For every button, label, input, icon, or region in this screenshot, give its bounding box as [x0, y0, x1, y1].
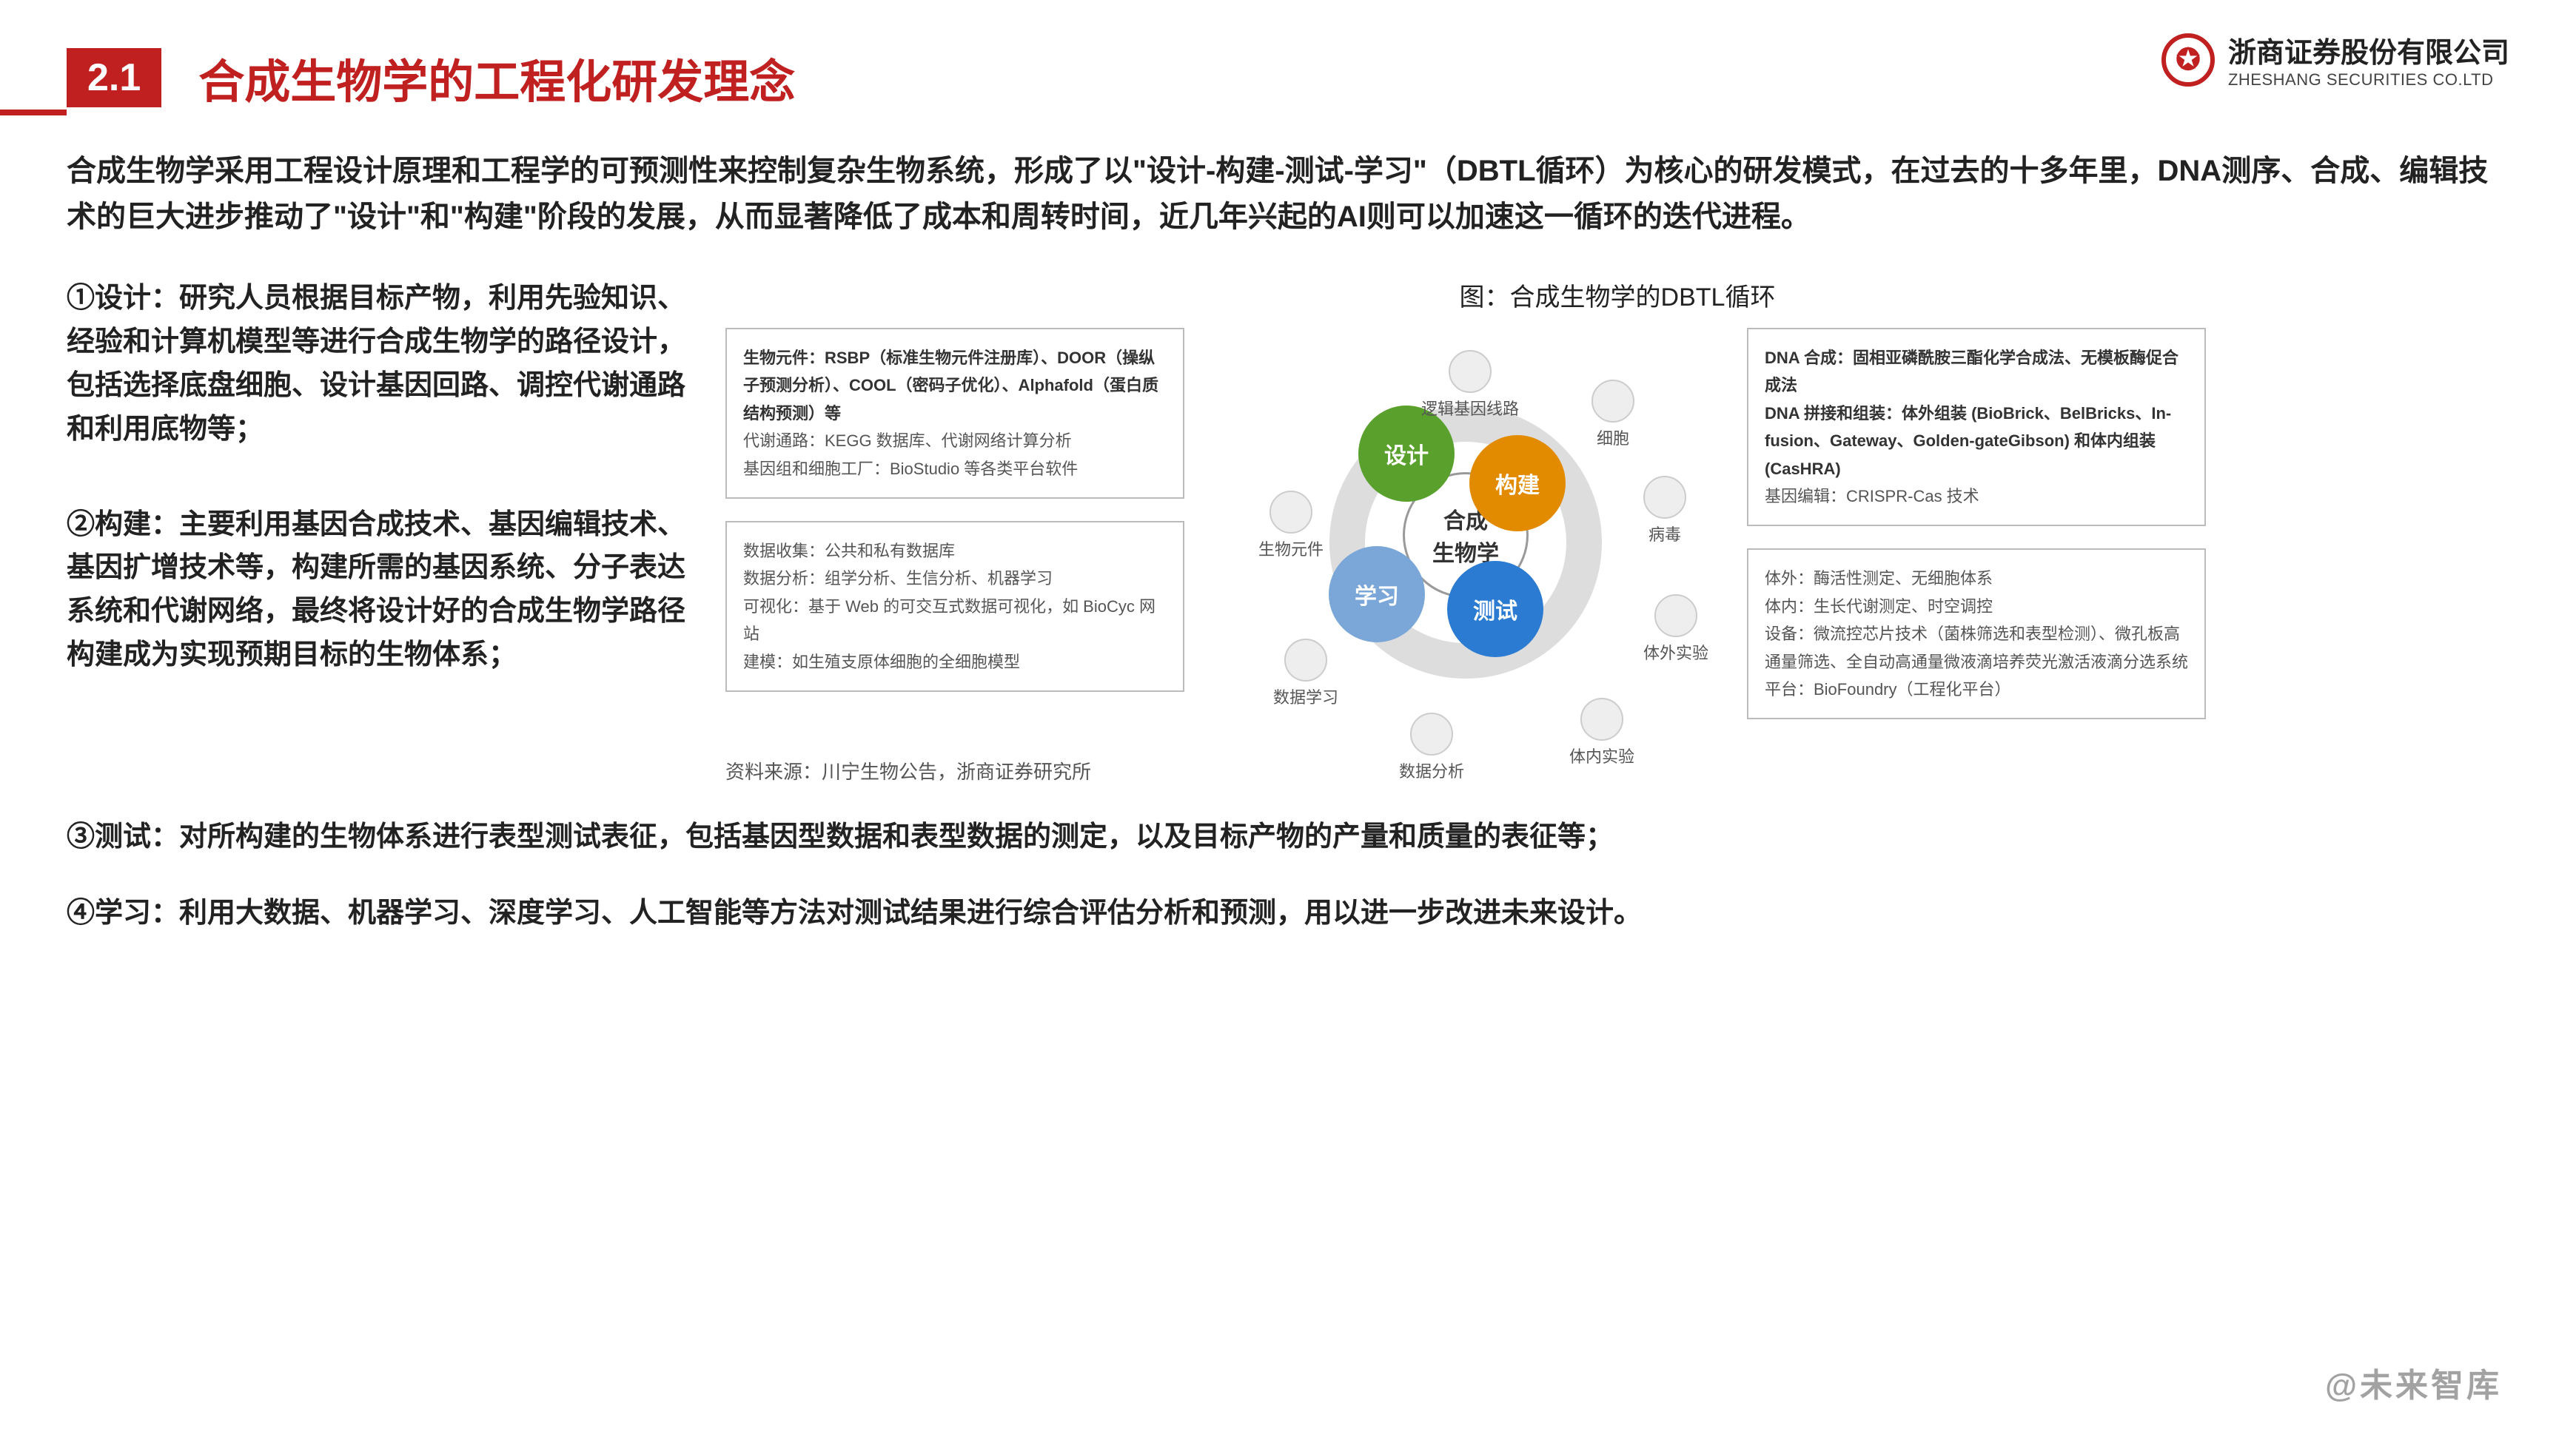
info-line: 数据收集：公共和私有数据库	[743, 537, 1167, 565]
cycle-phase-构建: 构建	[1469, 435, 1566, 531]
cycle-icon-逻辑基因线路: 逻辑基因线路	[1421, 350, 1519, 420]
info-line: DNA 合成：固相亚磷酰胺三酯化学合成法、无模板酶促合成法	[1765, 344, 2188, 400]
info-box-design: 生物元件：RSBP（标准生物元件注册库）、DOOR（操纵子预测分析）、COOL（…	[725, 328, 1184, 499]
info-line: 数据分析：组学分析、生信分析、机器学习	[743, 565, 1167, 592]
cycle-icon-病毒: 病毒	[1643, 476, 1686, 545]
cycle-icon-label: 数据学习	[1273, 684, 1338, 708]
left-info-boxes: 生物元件：RSBP（标准生物元件注册库）、DOOR（操纵子预测分析）、COOL（…	[725, 328, 1184, 692]
cycle-icon-label: 病毒	[1648, 522, 1681, 545]
learn-paragraph: ④学习：利用大数据、机器学习、深度学习、人工智能等方法对测试结果进行综合评估分析…	[67, 890, 2509, 937]
cycle-icon-shape	[1591, 380, 1634, 423]
info-box-test: 体外：酶活性测定、无细胞体系 体内：生长代谢测定、时空调控 设备：微流控芯片技术…	[1747, 548, 2206, 719]
dbtl-cycle-diagram: 合成 生物学 设计构建测试学习 逻辑基因线路细胞病毒体外实验体内实验数据分析数据…	[1199, 328, 1732, 742]
cycle-icon-数据学习: 数据学习	[1273, 639, 1338, 708]
info-line: 基因组和细胞工厂：BioStudio 等各类平台软件	[743, 455, 1167, 482]
accent-line	[0, 110, 67, 115]
watermark: @未来智库	[2325, 1359, 2502, 1406]
cycle-icon-label: 数据分析	[1399, 758, 1464, 782]
cycle-icon-label: 细胞	[1597, 426, 1629, 449]
info-line: 代谢通路：KEGG 数据库、代谢网络计算分析	[743, 427, 1167, 454]
company-name-zh: 浙商证券股份有限公司	[2228, 30, 2509, 70]
page-title: 合成生物学的工程化研发理念	[198, 44, 795, 111]
info-line: 平台：BioFoundry（工程化平台）	[1765, 676, 2188, 703]
design-paragraph: ①设计：研究人员根据目标产物，利用先验知识、经验和计算机模型等进行合成生物学的路…	[67, 277, 703, 451]
company-name-en: ZHESHANG SECURITIES CO.LTD	[2228, 70, 2509, 90]
company-logo-block: ✪ 浙商证券股份有限公司 ZHESHANG SECURITIES CO.LTD	[2161, 30, 2509, 90]
figure-column: 图：合成生物学的DBTL循环 生物元件：RSBP（标准生物元件注册库）、DOOR…	[725, 277, 2509, 784]
cycle-icon-shape	[1410, 713, 1453, 756]
cycle-phase-设计: 设计	[1358, 406, 1455, 502]
cycle-icon-label: 体内实验	[1569, 744, 1634, 767]
cycle-icon-shape	[1643, 476, 1686, 519]
cycle-icon-shape	[1284, 639, 1327, 682]
cycle-icon-shape	[1654, 594, 1697, 637]
main-content-row: ①设计：研究人员根据目标产物，利用先验知识、经验和计算机模型等进行合成生物学的路…	[67, 277, 2509, 784]
right-info-boxes: DNA 合成：固相亚磷酰胺三酯化学合成法、无模板酶促合成法 DNA 拼接和组装：…	[1747, 328, 2206, 719]
info-line: 设备：微流控芯片技术（菌株筛选和表型检测）、微孔板高通量筛选、全自动高通量微液滴…	[1765, 620, 2188, 676]
intro-paragraph: 合成生物学采用工程设计原理和工程学的可预测性来控制复杂生物系统，形成了以"设计-…	[67, 148, 2509, 240]
info-line: 体内：生长代谢测定、时空调控	[1765, 593, 2188, 620]
info-box-learn: 数据收集：公共和私有数据库 数据分析：组学分析、生信分析、机器学习 可视化：基于…	[725, 521, 1184, 692]
info-line: 生物元件：RSBP（标准生物元件注册库）、DOOR（操纵子预测分析）、COOL（…	[743, 344, 1167, 427]
section-number-badge: 2.1	[67, 48, 161, 107]
figure-caption: 图：合成生物学的DBTL循环	[725, 277, 2509, 313]
logo-icon: ✪	[2161, 33, 2215, 87]
info-line: 基因编辑：CRISPR-Cas 技术	[1765, 482, 2188, 510]
cycle-icon-label: 体外实验	[1643, 640, 1708, 664]
cycle-phase-测试: 测试	[1447, 561, 1543, 657]
cycle-icon-label: 逻辑基因线路	[1421, 396, 1519, 420]
left-column: ①设计：研究人员根据目标产物，利用先验知识、经验和计算机模型等进行合成生物学的路…	[67, 277, 703, 784]
cycle-icon-label: 生物元件	[1258, 536, 1324, 560]
cycle-icon-shape	[1580, 698, 1623, 741]
info-line: 建模：如生殖支原体细胞的全细胞模型	[743, 648, 1167, 676]
info-line: DNA 拼接和组装：体外组装 (BioBrick、BelBricks、In-fu…	[1765, 400, 2188, 482]
cycle-icon-shape	[1449, 350, 1492, 393]
test-paragraph: ③测试：对所构建的生物体系进行表型测试表征，包括基因型数据和表型数据的测定，以及…	[67, 814, 2509, 861]
info-box-build: DNA 合成：固相亚磷酰胺三酯化学合成法、无模板酶促合成法 DNA 拼接和组装：…	[1747, 328, 2206, 526]
info-line: 体外：酶活性测定、无细胞体系	[1765, 565, 2188, 592]
info-line: 可视化：基于 Web 的可交互式数据可视化，如 BioCyc 网站	[743, 593, 1167, 648]
cycle-icon-生物元件: 生物元件	[1258, 491, 1324, 560]
cycle-icon-shape	[1269, 491, 1312, 534]
cycle-icon-体内实验: 体内实验	[1569, 698, 1634, 767]
cycle-icon-体外实验: 体外实验	[1643, 594, 1708, 664]
header: 2.1 合成生物学的工程化研发理念	[67, 44, 2509, 111]
cycle-phase-学习: 学习	[1329, 546, 1425, 642]
cycle-icon-数据分析: 数据分析	[1399, 713, 1464, 782]
build-paragraph: ②构建：主要利用基因合成技术、基因编辑技术、基因扩增技术等，构建所需的基因系统、…	[67, 503, 703, 678]
cycle-icon-细胞: 细胞	[1591, 380, 1634, 449]
